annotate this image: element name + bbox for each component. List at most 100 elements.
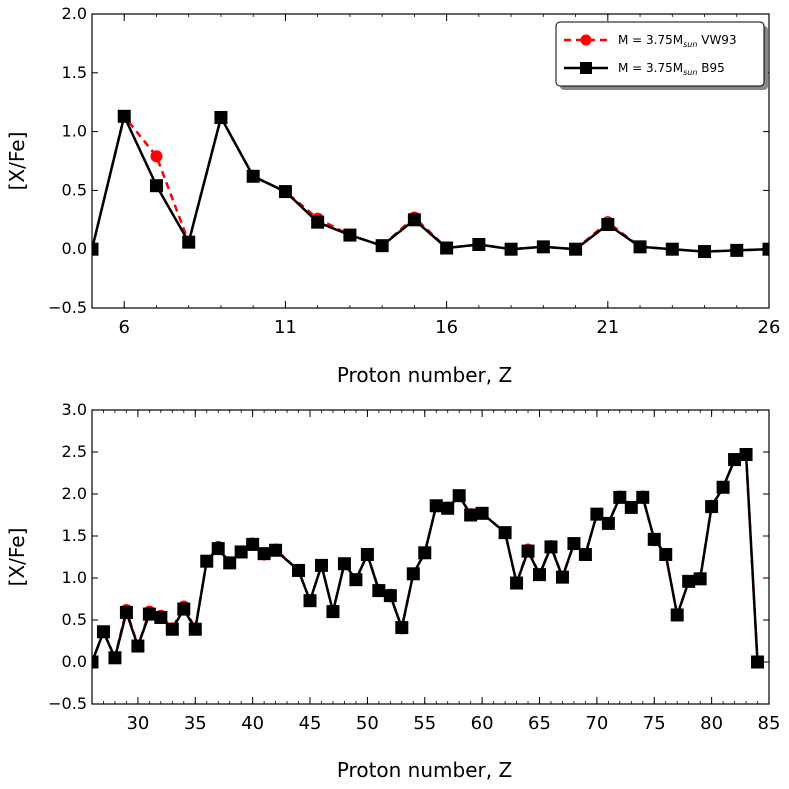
bottom-series-b95-point <box>567 537 581 551</box>
top-ytick-label: 0.5 <box>62 180 87 199</box>
top-plot-area <box>92 109 769 259</box>
bottom-series-b95-point <box>360 547 374 561</box>
bottom-ytick-label: 2.0 <box>62 484 87 503</box>
bottom-xtick-label: 55 <box>413 713 436 734</box>
bottom-xtick-label: 40 <box>241 713 264 734</box>
bottom-series-b95-point <box>578 547 592 561</box>
bottom-series-b95-point <box>314 558 328 572</box>
bottom-series-b95-point <box>510 576 524 590</box>
bottom-series-b95-point <box>337 557 351 571</box>
bottom-series-b95-point <box>234 545 248 559</box>
bottom-xtick-label: 35 <box>184 713 207 734</box>
top-series-b95-point <box>246 169 260 183</box>
bottom-series-b95-point <box>613 490 627 504</box>
bottom-panel: −0.5 0.0 0.5 1.0 1.5 2.0 2.5 3.0 30 35 40 45 50 55 60 6… <box>5 400 780 782</box>
bottom-series-b95-point <box>647 532 661 546</box>
top-ytick-label: 2.0 <box>62 4 87 23</box>
top-series-b95-point <box>92 242 99 256</box>
bottom-series-b95-point <box>475 506 489 520</box>
legend-entry-vw93-marker <box>580 34 592 46</box>
bottom-x-axis-label: Proton number, Z <box>337 758 512 782</box>
top-series-b95-point <box>278 185 292 199</box>
top-series-b95-point <box>730 243 744 257</box>
bottom-series-b95-point <box>142 607 156 621</box>
bottom-series-b95-point <box>739 448 753 462</box>
top-series-b95-point <box>440 241 454 255</box>
bottom-xtick-label: 50 <box>356 713 379 734</box>
top-xtick-label: 6 <box>119 317 130 338</box>
top-series-b95-point <box>698 245 712 259</box>
bottom-ytick-label: 0.0 <box>62 652 87 671</box>
bottom-series-b95-point <box>429 499 443 513</box>
top-series-b95-point <box>665 242 679 256</box>
top-xtick-label: 26 <box>758 317 781 338</box>
bottom-series-b95-point <box>200 554 214 568</box>
bottom-series-b95-point <box>624 500 638 514</box>
bottom-series-b95-point <box>498 526 512 540</box>
bottom-series-b95-point <box>533 568 547 582</box>
bottom-plot-area <box>92 448 765 669</box>
bottom-series-b95-point <box>223 556 237 570</box>
bottom-ytick-label: −0.5 <box>48 694 87 713</box>
top-x-axis-label: Proton number, Z <box>337 363 512 387</box>
bottom-series-b95-point <box>257 547 271 561</box>
top-series-b95-point <box>472 237 486 251</box>
top-series-b95-point <box>633 240 647 254</box>
top-series-b95-point <box>311 215 325 229</box>
legend-entry-b95-marker <box>580 62 592 74</box>
bottom-series-b95-point <box>682 574 696 588</box>
bottom-ytick-label: 0.5 <box>62 610 87 629</box>
top-ytick-label: 1.5 <box>62 63 87 82</box>
bottom-xtick-label: 65 <box>528 713 551 734</box>
top-series-b95-point <box>762 242 769 256</box>
top-xtick-label: 11 <box>274 317 297 338</box>
bottom-xtick-label: 60 <box>471 713 494 734</box>
bottom-series-b95-point <box>372 584 386 598</box>
bottom-series-b95-point <box>96 625 110 639</box>
bottom-y-axis-label: [X/Fe] <box>5 528 29 587</box>
bottom-series-b95-point <box>131 639 145 653</box>
legend: M = 3.75Msun VW93 M = 3.75Msun B95 <box>555 21 768 90</box>
bottom-series-b95-point <box>601 516 615 530</box>
legend-box <box>555 21 765 87</box>
bottom-ytick-label: 2.5 <box>62 442 87 461</box>
top-ytick-label: 1.0 <box>62 122 87 141</box>
bottom-series-b95-point <box>292 563 306 577</box>
bottom-series-b95-point <box>211 542 225 556</box>
bottom-series-b95-point <box>544 540 558 554</box>
top-xtick-label: 21 <box>596 317 619 338</box>
bottom-ytick-label: 1.0 <box>62 568 87 587</box>
bottom-xtick-label: 75 <box>643 713 666 734</box>
top-series-b95-point <box>601 218 615 232</box>
bottom-series-b95-point <box>418 546 432 560</box>
bottom-series-b95-point <box>751 655 765 669</box>
bottom-ytick-label: 1.5 <box>62 526 87 545</box>
top-series-b95-point <box>375 239 389 253</box>
top-series-b95-point <box>214 110 228 124</box>
bottom-ytick-label: 3.0 <box>62 400 87 419</box>
bottom-series-b95-point <box>395 621 409 635</box>
bottom-series-b95-point <box>154 610 168 624</box>
bottom-xtick-label: 85 <box>758 713 781 734</box>
bottom-series-b95-point <box>119 605 133 619</box>
bottom-series-b95-point <box>383 589 397 603</box>
bottom-series-b95-point <box>555 570 569 584</box>
bottom-xtick-label: 45 <box>299 713 322 734</box>
bottom-series-b95-point <box>165 622 179 636</box>
bottom-series-b95-point <box>269 543 283 557</box>
bottom-xtick-label: 70 <box>585 713 608 734</box>
bottom-series-b95-point <box>349 573 363 587</box>
top-series-b95-point <box>149 179 163 193</box>
bottom-series-b95-point <box>521 544 535 558</box>
top-series-b95-point <box>569 242 583 256</box>
bottom-series-b95-point <box>590 507 604 521</box>
top-series-b95-point <box>407 213 421 227</box>
bottom-series-b95-point <box>303 594 317 608</box>
bottom-series-b95-point <box>705 500 719 514</box>
top-ytick-label: 0.0 <box>62 239 87 258</box>
bottom-series-b95-point <box>406 567 420 581</box>
top-xtick-label: 16 <box>435 317 458 338</box>
bottom-series-b95-point <box>452 489 466 503</box>
legend-entry-vw93-label: M = 3.75Msun VW93 <box>618 33 737 49</box>
